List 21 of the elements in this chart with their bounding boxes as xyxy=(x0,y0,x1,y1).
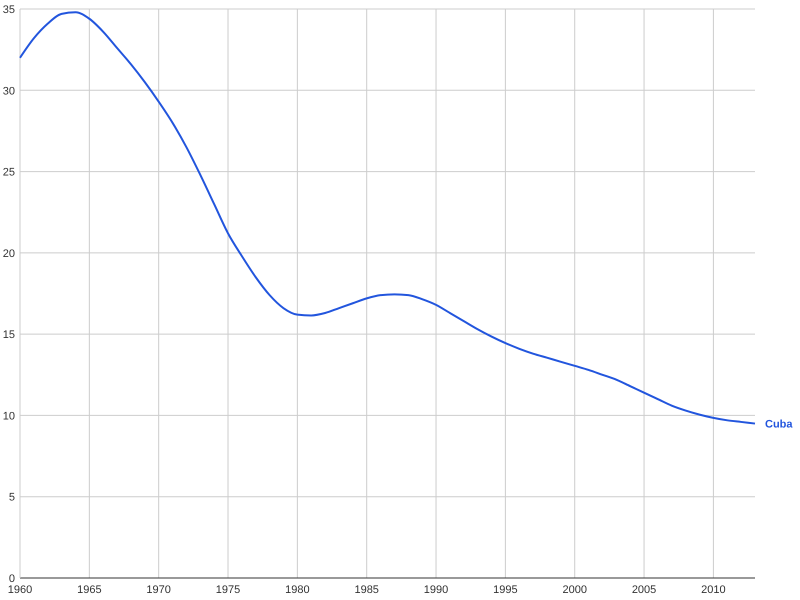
x-tick-label: 1980 xyxy=(285,584,310,596)
x-tick-label: 2010 xyxy=(701,584,726,596)
x-tick-label: 1965 xyxy=(77,584,102,596)
y-tick-label: 10 xyxy=(2,410,15,422)
x-tick-label: 1985 xyxy=(354,584,379,596)
x-tick-label: 1970 xyxy=(146,584,171,596)
y-tick-label: 15 xyxy=(2,329,15,342)
y-tick-label: 35 xyxy=(2,4,15,16)
y-tick-label: 30 xyxy=(2,85,15,98)
y-tick-label: 5 xyxy=(8,492,15,504)
x-tick-label: 2000 xyxy=(562,584,587,596)
x-tick-label: 1960 xyxy=(8,584,32,596)
y-tick-label: 20 xyxy=(2,248,15,260)
line-series xyxy=(19,11,756,425)
x-tick-label: 1995 xyxy=(493,584,518,596)
x-tick-label: 2005 xyxy=(632,584,656,596)
x-tick-label: 1990 xyxy=(424,584,448,596)
series-label: Cuba xyxy=(765,418,794,431)
y-tick-label: 25 xyxy=(2,166,15,179)
y-tick-label: 0 xyxy=(8,573,15,585)
x-tick-label: 1975 xyxy=(216,584,240,596)
